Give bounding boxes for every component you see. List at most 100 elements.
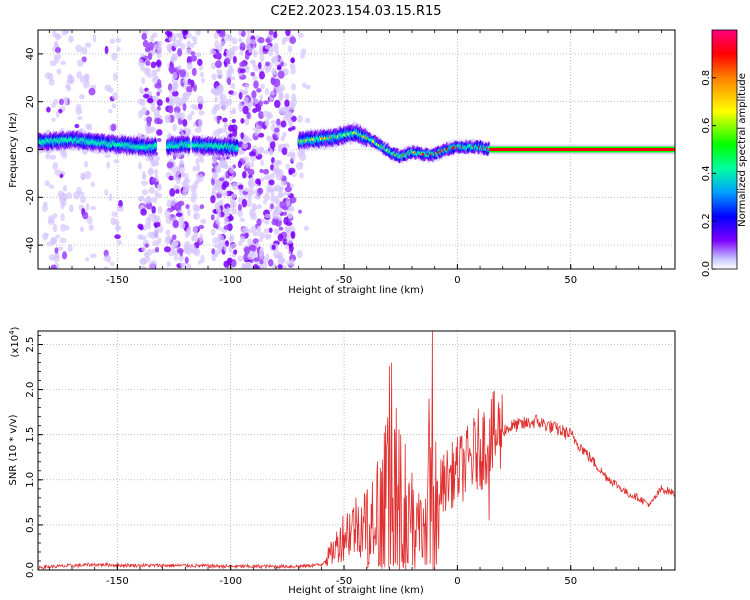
spectral-spot [190,51,196,56]
spectral-spot [47,218,55,225]
spectral-spot [66,192,73,200]
ridge-spot [153,142,157,148]
spectral-spot [46,241,54,247]
spectral-spot [287,212,292,219]
spectral-spot [68,204,74,213]
spectral-spot [266,233,272,240]
spectral-spot [237,102,244,110]
spectral-spot [214,60,222,69]
spectral-spot [174,202,182,211]
spectral-spot [79,226,85,233]
spectral-spot [56,68,62,75]
spectral-spot [212,237,219,244]
spectral-spot [190,79,195,88]
spectral-spot [244,119,250,126]
spectral-spot [82,211,89,220]
spectral-spot [61,251,68,260]
spectral-spot [291,153,296,162]
colorbar-gradient [711,29,738,270]
spectral-spot [176,65,182,71]
spectral-spot [42,201,48,208]
snr-series-line [38,331,675,570]
spectral-spot [211,187,216,195]
spectral-spot [179,262,187,268]
spectral-spot [48,184,55,189]
spectral-spot [210,195,216,204]
spectral-spot [54,169,62,176]
y-tick-label: 0.0 [25,562,36,578]
y-tick-label: 2.0 [25,382,36,398]
spectral-spot [137,234,144,240]
spectral-spot [252,75,257,81]
spectral-spot [76,71,83,79]
spectral-spot [264,213,272,219]
spectral-spot [82,80,90,89]
spectral-spot [182,103,187,111]
spectral-spot [67,244,73,253]
spectral-spot [172,71,178,80]
spectral-spot [250,209,256,218]
spectral-spot [195,30,201,36]
spectral-spot [278,84,286,92]
spectral-spot [173,106,181,114]
snr-panel: -150 -100 -50 0 50 0.0 0.5 1.0 1.5 2.0 2.5 Height … [8,326,676,596]
spectral-spot [210,214,215,221]
spectral-spot [259,94,263,101]
spectral-spot [286,182,291,188]
spectral-spot [141,106,147,116]
spectral-spot [280,180,287,187]
spectral-spot [286,239,294,244]
spectral-spot [146,116,153,124]
spectral-spot [259,83,265,90]
spectral-spot [66,84,72,92]
spectral-spot [243,187,251,192]
spectrogram-ridge [489,144,675,155]
spectral-spot [247,195,252,201]
spectral-spot [189,244,197,253]
spectral-spot [186,40,192,49]
spectral-spot [151,216,159,223]
spectral-spot [200,71,204,78]
spectral-spot [197,174,204,183]
spectral-spot [228,246,233,253]
spectral-spot [182,119,188,127]
spectral-spot [44,72,51,80]
x-tick-label: 0 [454,275,460,286]
spectral-spot [198,110,205,116]
spectral-spot [267,137,274,143]
spectral-spot [150,177,157,184]
spectral-spot [182,79,189,84]
spectral-spot [199,233,204,243]
spectral-spot [143,67,151,76]
spectral-spot [289,36,297,45]
spectral-spot [264,44,272,50]
spectral-spot [253,257,260,262]
spectral-spot [237,160,243,169]
spectral-spot [138,265,146,269]
spectral-spot [291,125,296,131]
spectral-spot [277,70,285,79]
spectral-spot [277,143,283,150]
spectral-spot [152,73,159,81]
spectral-spot [212,173,218,180]
spectral-spot [183,247,190,254]
spectral-spot [199,204,205,210]
spectral-spot [239,61,247,68]
colorbar-label: Normalized spectral amplitude [737,73,748,227]
spectral-spot [273,228,280,235]
spectral-spot [216,206,222,215]
spectral-spot [175,188,180,194]
spectral-spot [173,220,178,227]
colorbar-tick-label: 0.8 [701,70,712,86]
spectral-spot [151,205,156,214]
spectral-spot [165,97,170,103]
spectral-spot [211,253,217,262]
spectral-spot [256,218,262,227]
snr-scale-label: (x104) [8,326,21,357]
spectral-spot [168,175,175,181]
spectral-spot [172,39,180,48]
spectral-spot [273,31,278,39]
spectrogram-panel: -150 -100 -50 0 50 -40 -20 0 20 40 Height of stra… [8,29,676,296]
spectral-spot [226,77,232,86]
spectral-spot [52,212,58,219]
